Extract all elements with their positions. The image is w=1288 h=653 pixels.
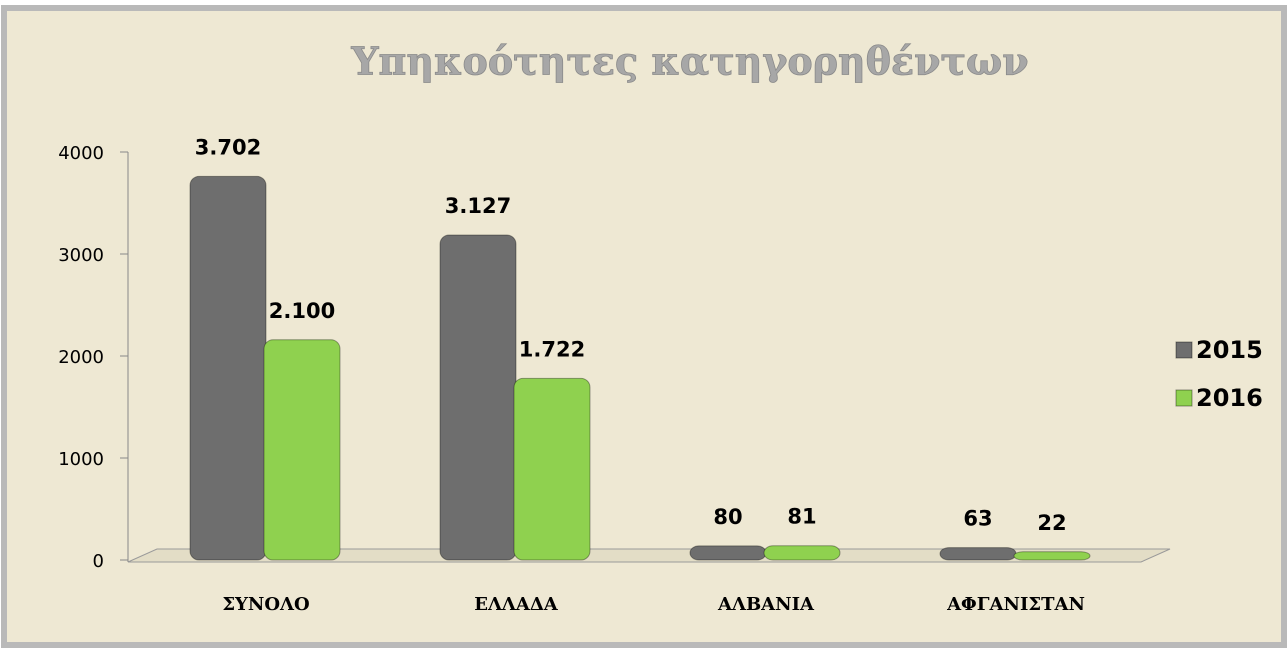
legend-swatch — [1175, 389, 1193, 407]
bar — [939, 547, 1017, 561]
legend-swatch — [1175, 341, 1193, 359]
legend-label: 2015 — [1196, 336, 1263, 364]
x-tick-label: ΕΛΛΑΔΑ — [474, 594, 559, 615]
data-label: 3.127 — [445, 194, 511, 218]
y-tick-label: 3000 — [58, 245, 104, 266]
data-label: 22 — [1037, 511, 1066, 535]
y-tick-label: 2000 — [58, 347, 104, 368]
bar — [263, 339, 341, 561]
bar — [439, 234, 517, 561]
legend-label: 2016 — [1196, 384, 1263, 412]
y-tick-label: 0 — [93, 551, 104, 572]
data-label: 81 — [787, 505, 816, 529]
data-label: 80 — [713, 505, 742, 529]
data-label: 63 — [963, 507, 992, 531]
bar — [189, 175, 267, 561]
x-tick-label: ΑΛΒΑΝΙΑ — [717, 594, 815, 615]
bar — [763, 545, 841, 561]
bar — [689, 545, 767, 561]
y-tick-label: 4000 — [58, 143, 104, 164]
x-tick-label: ΑΦΓΑΝΙΣΤΑΝ — [946, 594, 1085, 615]
chart-title: Υπηκοότητες κατηγορηθέντων — [350, 39, 1028, 84]
data-label: 3.702 — [195, 135, 261, 159]
data-label: 2.100 — [269, 299, 335, 323]
data-label: 1.722 — [519, 337, 585, 361]
floor — [127, 548, 1171, 563]
x-tick-label: ΣΥΝΟΛΟ — [222, 594, 309, 615]
bar — [513, 377, 591, 561]
y-tick-label: 1000 — [58, 449, 104, 470]
bar — [1013, 551, 1091, 561]
